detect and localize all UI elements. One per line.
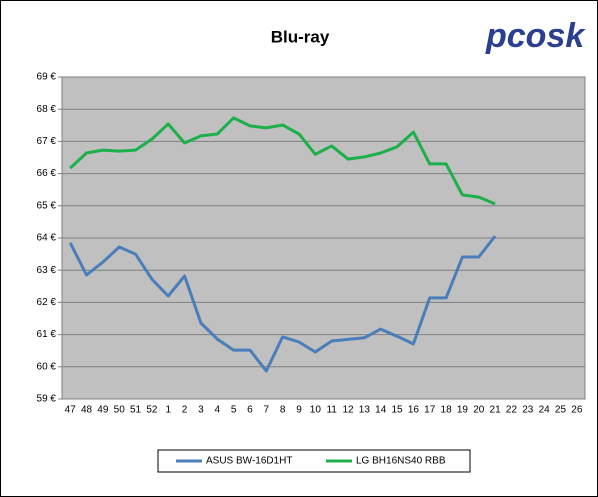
x-tick-label: 48 xyxy=(81,405,93,416)
legend-label: LG BH16NS40 RBB xyxy=(356,456,446,467)
x-tick-label: 10 xyxy=(310,405,322,416)
x-tick-label: 6 xyxy=(247,405,253,416)
legend xyxy=(157,449,471,473)
x-tick-label: 1 xyxy=(165,405,171,416)
x-tick-label: 47 xyxy=(65,405,77,416)
chart-title: Blu-ray xyxy=(271,27,330,46)
x-tick-label: 49 xyxy=(97,405,109,416)
x-tick-label: 7 xyxy=(264,405,270,416)
x-tick-label: 11 xyxy=(326,405,337,416)
x-tick-label: 9 xyxy=(296,405,302,416)
logo: pcosk xyxy=(485,17,586,55)
x-tick-label: 8 xyxy=(280,405,286,416)
y-tick-label: 68 € xyxy=(37,104,57,115)
y-tick-label: 64 € xyxy=(37,233,57,244)
x-tick-label: 12 xyxy=(342,405,354,416)
x-tick-label: 20 xyxy=(473,405,485,416)
x-tick-label: 19 xyxy=(457,405,469,416)
series-line xyxy=(68,235,497,373)
legend-label: ASUS BW-16D1HT xyxy=(206,456,293,467)
x-tick-label: 15 xyxy=(391,405,403,416)
x-tick-label: 52 xyxy=(146,405,158,416)
y-tick-label: 63 € xyxy=(37,265,57,276)
y-tick-label: 60 € xyxy=(37,361,57,372)
series-line xyxy=(69,116,496,206)
x-tick-label: 5 xyxy=(231,405,237,416)
x-tick-label: 24 xyxy=(539,405,551,416)
x-tick-label: 17 xyxy=(424,405,436,416)
y-tick-label: 61 € xyxy=(37,329,57,340)
y-tick-label: 66 € xyxy=(37,168,57,179)
x-tick-label: 14 xyxy=(375,405,387,416)
x-tick-label: 4 xyxy=(214,405,220,416)
y-tick-label: 62 € xyxy=(37,297,57,308)
y-tick-label: 67 € xyxy=(37,136,57,147)
x-tick-label: 26 xyxy=(571,405,583,416)
x-tick-label: 13 xyxy=(359,405,371,416)
x-tick-label: 16 xyxy=(408,405,420,416)
x-tick-label: 2 xyxy=(182,405,188,416)
y-tick-label: 59 € xyxy=(37,394,57,405)
x-tick-label: 25 xyxy=(555,405,567,416)
x-tick-label: 23 xyxy=(522,405,534,416)
x-tick-label: 18 xyxy=(441,405,453,416)
x-tick-label: 21 xyxy=(490,405,502,416)
x-tick-label: 22 xyxy=(506,405,518,416)
x-tick-label: 50 xyxy=(114,405,126,416)
y-tick-label: 69 € xyxy=(37,72,57,83)
x-tick-label: 51 xyxy=(130,405,142,416)
x-tick-label: 3 xyxy=(198,405,204,416)
y-tick-label: 65 € xyxy=(37,200,57,211)
